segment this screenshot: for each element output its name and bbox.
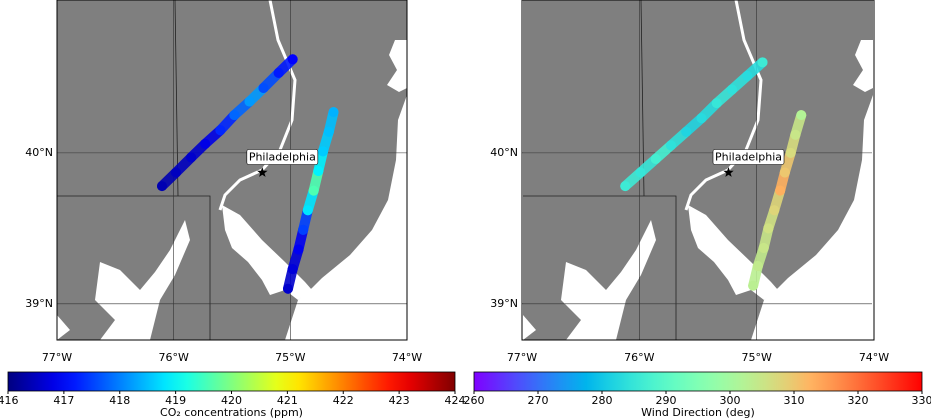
city-label-box	[246, 149, 319, 165]
x-tick-label: 76°W	[624, 351, 654, 364]
track-point	[666, 140, 677, 151]
track-point	[293, 244, 304, 255]
colorbar-label: CO₂ concentrations (ppm)	[160, 406, 303, 419]
map-content: Philadelphia	[57, 0, 407, 340]
track-point	[323, 126, 334, 137]
track-point	[635, 167, 646, 178]
track-point	[763, 223, 774, 234]
city-marker	[723, 167, 734, 177]
map-panel: Philadelphia 77°W 76°W 75°W 74°W 40°N 39°N	[490, 0, 889, 364]
track-point	[318, 146, 328, 157]
track-point	[757, 57, 768, 68]
x-tick-label: 77°W	[507, 351, 537, 364]
city-marker	[257, 167, 268, 177]
y-tick-label: 39°N	[490, 297, 518, 310]
city-label: Philadelphia	[715, 150, 782, 163]
track-point	[287, 264, 298, 275]
colorbar-tick-label: 420	[221, 394, 242, 407]
track-point	[287, 54, 298, 65]
colorbar-tick-label: 421	[277, 394, 298, 407]
y-tick-label: 40°N	[490, 146, 518, 159]
track-point	[620, 181, 631, 192]
x-tick-label: 76°W	[158, 351, 188, 364]
x-tick-label: 77°W	[42, 351, 72, 364]
track-point	[244, 96, 255, 107]
city-label-box	[712, 149, 785, 165]
track-point	[186, 152, 197, 163]
track-point	[681, 126, 692, 137]
colorbar	[473, 371, 923, 392]
x-tick-label: 74°W	[859, 351, 889, 364]
track-point	[650, 153, 661, 164]
colorbar-tick-label: 417	[53, 394, 74, 407]
track-point	[748, 280, 759, 291]
track-point	[796, 110, 807, 121]
colorbar-tick-label: 280	[592, 394, 613, 407]
colorbar-tick-label: 270	[528, 394, 549, 407]
city-label: Philadelphia	[249, 150, 316, 163]
colorbar-tick-label: 300	[720, 394, 741, 407]
track-point	[302, 205, 313, 216]
map-panel: Philadelphia 77°W 76°W 75°W 74°W 40°N 39°N	[25, 0, 422, 364]
track-point	[328, 107, 339, 118]
colorbar-tick-label: 290	[656, 394, 677, 407]
track-point	[779, 167, 790, 178]
track-point	[752, 261, 763, 272]
colorbar-tick-label: 419	[165, 394, 186, 407]
colorbar-tick-label: 320	[848, 394, 869, 407]
track-point	[229, 110, 240, 121]
y-tick-label: 39°N	[25, 297, 53, 310]
x-tick-label: 74°W	[392, 351, 422, 364]
track-point	[215, 125, 226, 136]
track-point	[157, 181, 167, 192]
x-tick-label: 75°W	[741, 351, 771, 364]
x-tick-label: 75°W	[275, 351, 305, 364]
colorbar-tick-label: 422	[333, 394, 354, 407]
colorbar-tick-label: 330	[912, 394, 931, 407]
map-content: Philadelphia	[522, 0, 872, 340]
track-point	[283, 283, 293, 294]
colorbar-tick-label: 418	[109, 394, 130, 407]
track-point	[758, 242, 769, 253]
colorbar-tick-label: 416	[0, 394, 19, 407]
track-point	[775, 185, 786, 196]
colorbar-label: Wind Direction (deg)	[641, 406, 755, 419]
track-point	[171, 167, 181, 178]
colorbar-tick-label: 423	[389, 394, 410, 407]
track-point	[696, 113, 707, 124]
colorbar	[7, 371, 456, 392]
track-point	[742, 70, 753, 81]
track-point	[273, 67, 284, 78]
track-point	[200, 138, 211, 149]
track-point	[785, 147, 796, 158]
track-point	[711, 98, 722, 109]
track-point	[313, 165, 324, 176]
track-point	[727, 84, 738, 95]
colorbar-tick-label: 424	[445, 394, 466, 407]
colorbar-tick-label: 310	[784, 394, 805, 407]
track-point	[769, 205, 780, 216]
y-tick-label: 40°N	[25, 146, 53, 159]
track-point	[790, 129, 801, 140]
colorbar-tick-label: 260	[464, 394, 485, 407]
track-point	[308, 185, 319, 196]
track-point	[298, 224, 309, 235]
track-point	[258, 82, 269, 93]
